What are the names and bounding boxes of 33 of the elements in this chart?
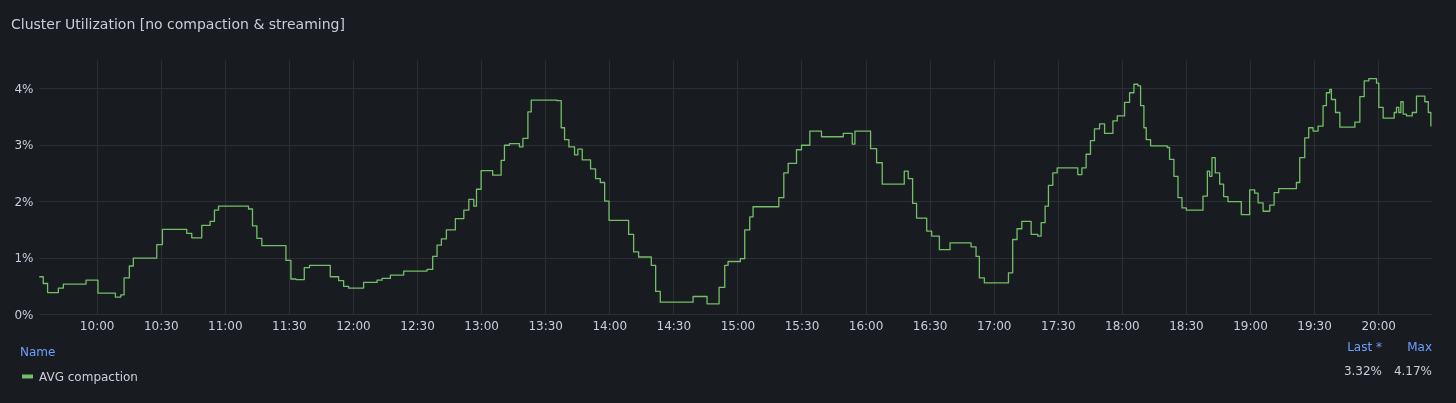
y-tick-label: 4% [14, 81, 34, 96]
text: Last * [1347, 340, 1382, 354]
x-tick-label: 11:00 [208, 318, 243, 333]
x-tick-label: 17:30 [1041, 318, 1076, 333]
y-tick-label: 0% [14, 307, 34, 322]
text: Max [1407, 340, 1432, 354]
y-tick-label: 3% [14, 138, 34, 153]
x-tick-label: 14:30 [656, 318, 692, 333]
chart-title: Cluster Utilization [no compaction & streaming] [10, 16, 345, 32]
x-tick-label: 17:00 [976, 318, 1012, 333]
x-tick-label: 18:00 [1105, 318, 1140, 333]
y-tick-label: 1% [14, 251, 34, 266]
x-tick-label: 16:00 [848, 318, 884, 333]
x-tick-label: 12:30 [400, 318, 435, 333]
x-tick-label: 19:00 [1233, 318, 1268, 333]
text: 3.32% [1343, 364, 1382, 378]
text: 4.17% [1393, 364, 1432, 378]
x-tick-label: 18:30 [1169, 318, 1204, 333]
x-tick-label: 10:30 [143, 318, 179, 333]
x-tick-label: 10:00 [79, 318, 115, 333]
legend-title: Name [20, 345, 56, 359]
x-tick-label: 13:30 [528, 318, 563, 333]
y-tick-label: 2% [14, 194, 34, 209]
x-tick-label: 16:30 [912, 318, 948, 333]
x-tick-label: 15:00 [720, 318, 756, 333]
x-tick-label: 13:00 [464, 318, 499, 333]
x-tick-label: 11:30 [272, 318, 307, 333]
x-tick-label: 15:30 [784, 318, 820, 333]
x-tick-label: 12:00 [336, 318, 371, 333]
x-tick-label: 20:00 [1361, 318, 1396, 333]
legend-label: AVG compaction [39, 369, 138, 384]
x-tick-label: 19:30 [1297, 318, 1332, 333]
x-tick-label: 14:00 [592, 318, 628, 333]
